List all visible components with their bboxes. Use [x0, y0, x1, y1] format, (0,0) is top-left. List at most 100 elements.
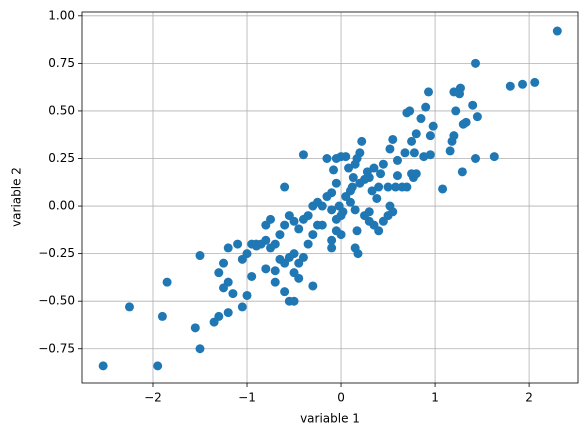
point — [237, 302, 247, 312]
point — [251, 239, 261, 249]
point — [369, 163, 379, 173]
point — [275, 254, 285, 264]
point — [407, 136, 417, 146]
y-axis-label: variable 2 — [10, 167, 24, 227]
point — [352, 226, 362, 236]
point — [416, 114, 426, 124]
point — [338, 207, 348, 217]
point — [457, 167, 467, 177]
y-tick-label: 0.75 — [48, 56, 75, 70]
point — [322, 153, 332, 163]
point — [445, 146, 455, 156]
point — [400, 148, 410, 158]
point — [190, 323, 200, 333]
point — [331, 226, 341, 236]
point — [223, 308, 233, 318]
point — [357, 136, 367, 146]
point — [344, 163, 354, 173]
point — [471, 58, 481, 68]
plot-frame — [81, 11, 579, 384]
point — [329, 165, 339, 175]
point — [425, 131, 435, 141]
point — [468, 100, 478, 110]
point — [317, 220, 327, 230]
point — [392, 171, 402, 181]
point — [552, 26, 562, 36]
x-axis-label: variable 1 — [300, 412, 360, 426]
point — [228, 289, 238, 299]
point — [391, 182, 401, 192]
point — [378, 159, 388, 169]
point — [153, 361, 163, 371]
point — [195, 344, 205, 354]
y-tick-label: −0.50 — [38, 294, 75, 308]
point — [376, 169, 386, 179]
point — [322, 192, 332, 202]
point — [428, 121, 438, 131]
y-tick-label: −0.75 — [38, 341, 75, 355]
point — [372, 193, 382, 203]
point — [209, 317, 219, 327]
point — [242, 290, 252, 300]
point — [438, 184, 448, 194]
point — [350, 205, 360, 215]
x-tick-label: 1 — [431, 391, 439, 405]
point — [458, 119, 468, 129]
point — [421, 102, 431, 112]
point — [383, 182, 393, 192]
point — [289, 249, 299, 259]
point — [308, 281, 318, 291]
point — [388, 207, 398, 217]
point — [331, 178, 341, 188]
point — [348, 173, 358, 183]
point — [327, 235, 337, 245]
point — [402, 182, 412, 192]
point — [289, 268, 299, 278]
point — [303, 239, 313, 249]
point — [298, 150, 308, 160]
point — [223, 243, 233, 253]
point — [367, 186, 377, 196]
x-tick-label: 2 — [525, 391, 533, 405]
point — [360, 174, 370, 184]
point — [233, 239, 243, 249]
point — [362, 167, 372, 177]
y-tick-label: 0.25 — [48, 151, 75, 165]
y-tick-label: −0.25 — [38, 246, 75, 260]
point — [472, 112, 482, 122]
point — [518, 79, 528, 89]
point — [195, 251, 205, 261]
point — [284, 211, 294, 221]
point — [345, 186, 355, 196]
y-tick-label: 0.00 — [48, 199, 75, 213]
y-tick-label: 1.00 — [48, 8, 75, 22]
point — [419, 152, 429, 162]
point — [447, 136, 457, 146]
point — [530, 77, 540, 87]
point — [449, 87, 459, 97]
point — [392, 155, 402, 165]
point — [331, 153, 341, 163]
point — [388, 134, 398, 144]
point — [327, 243, 337, 253]
point — [364, 207, 374, 217]
point — [308, 230, 318, 240]
point — [219, 258, 229, 268]
point — [270, 266, 280, 276]
point — [270, 277, 280, 287]
point — [489, 152, 499, 162]
point — [280, 182, 290, 192]
point — [374, 226, 384, 236]
point — [289, 296, 299, 306]
point — [275, 230, 285, 240]
point — [280, 220, 290, 230]
point — [353, 249, 363, 259]
x-tick-label: −1 — [238, 391, 256, 405]
point — [162, 277, 172, 287]
point — [294, 258, 304, 268]
x-tick-label: 0 — [337, 391, 345, 405]
point — [214, 268, 224, 278]
point — [505, 81, 515, 91]
